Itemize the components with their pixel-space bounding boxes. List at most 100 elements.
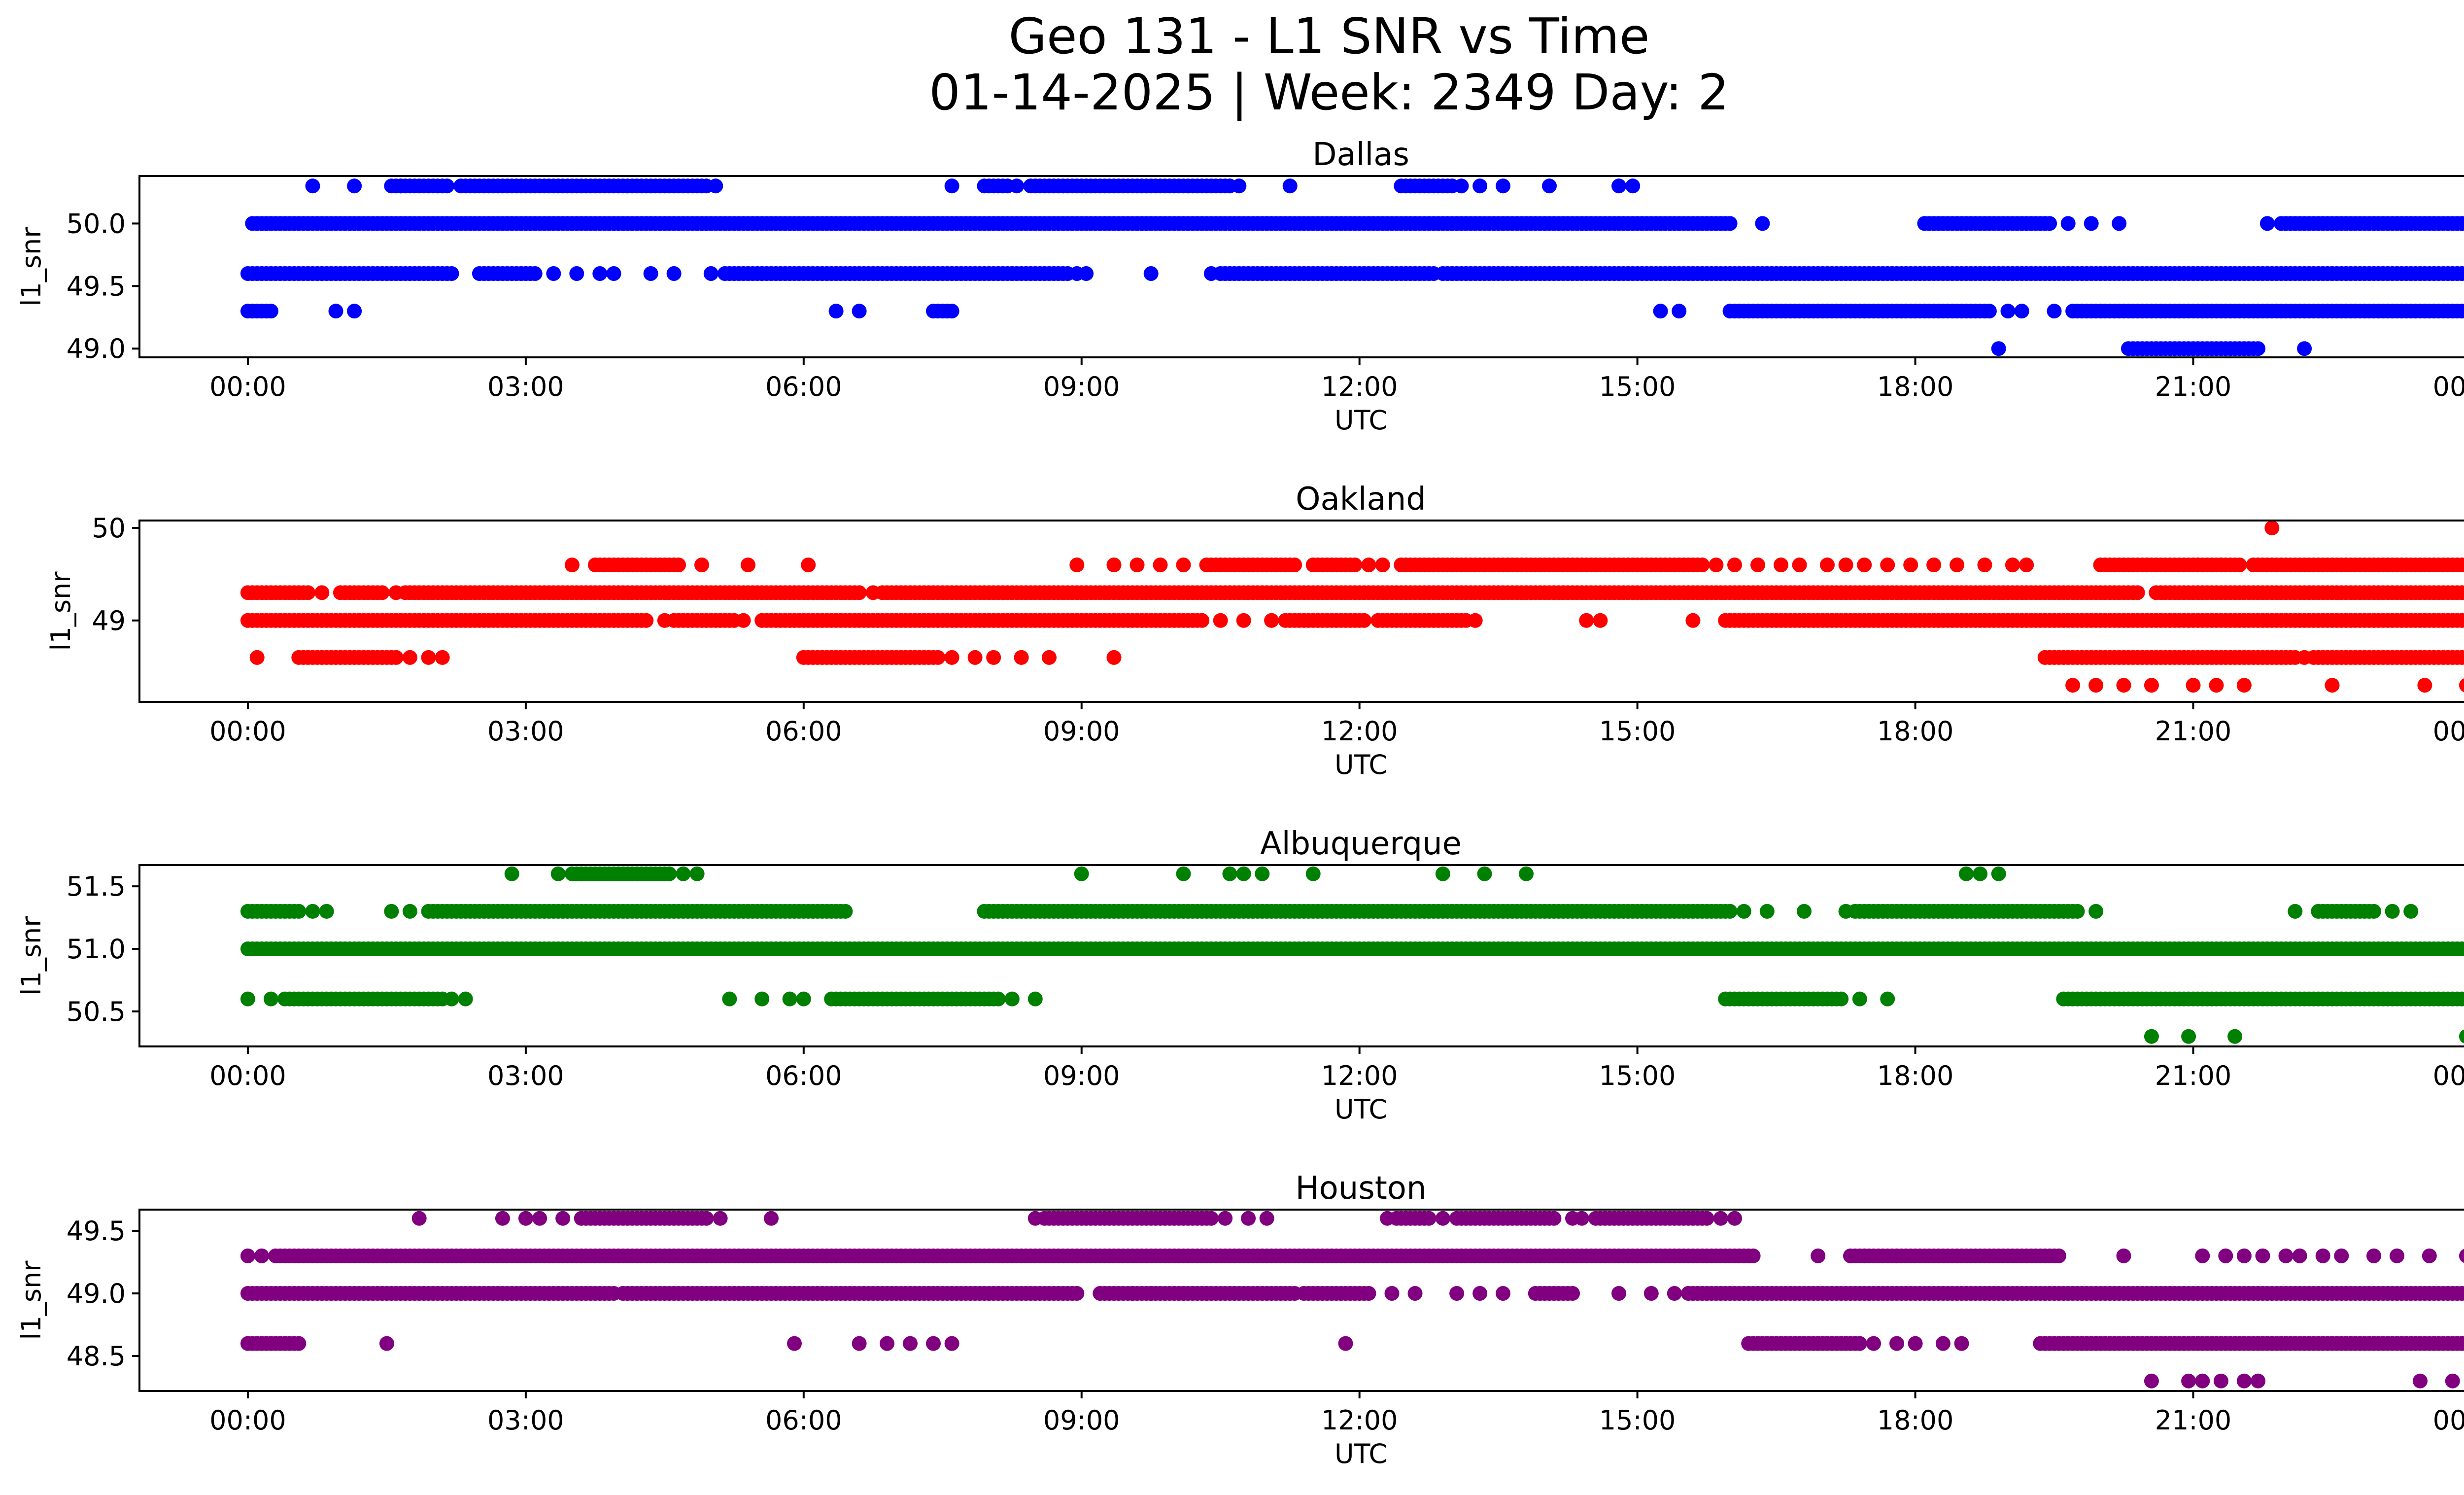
data-point <box>1546 1211 1562 1226</box>
plot-area-frame <box>138 864 2464 1047</box>
data-point <box>2116 1248 2131 1263</box>
x-axis-label: UTC <box>1335 1094 1387 1125</box>
x-tick-label: 06:00 <box>765 371 842 402</box>
data-point <box>1935 1336 1951 1351</box>
data-point <box>657 613 672 628</box>
data-point <box>1908 1336 1923 1351</box>
data-point <box>1264 613 1279 628</box>
data-point <box>1106 650 1122 665</box>
data-point <box>495 1211 510 1226</box>
data-point <box>1407 1286 1423 1301</box>
data-point <box>411 1211 427 1226</box>
data-point <box>564 557 580 573</box>
data-point <box>926 1336 941 1351</box>
data-point <box>1143 1286 1159 1301</box>
data-point <box>435 650 450 665</box>
data-point <box>1852 991 1867 1007</box>
data-point <box>402 904 417 919</box>
data-point <box>379 1336 394 1351</box>
data-point <box>550 866 566 881</box>
data-point <box>713 1211 728 1226</box>
data-point <box>1027 991 1043 1007</box>
data-point <box>2209 678 2224 693</box>
y-axis-label: l1_snr <box>16 227 47 307</box>
data-point <box>764 1211 779 1226</box>
data-point <box>1241 1211 1256 1226</box>
data-point <box>2264 521 2280 535</box>
data-point <box>1380 1211 1395 1226</box>
data-point <box>1727 1211 1742 1226</box>
data-point <box>1496 1286 1510 1301</box>
data-point <box>944 304 959 319</box>
data-point <box>1834 991 1849 1007</box>
data-point <box>903 1336 918 1351</box>
data-point <box>592 266 608 281</box>
data-point <box>1357 613 1372 628</box>
x-tick-label: 12:00 <box>1321 371 1398 402</box>
data-point <box>2181 1029 2196 1044</box>
x-tick-label: 00:00 <box>2433 371 2464 402</box>
data-point <box>1774 557 1788 573</box>
data-point <box>1542 178 1557 194</box>
data-point <box>2459 586 2464 600</box>
data-point <box>852 304 867 319</box>
data-point <box>754 991 770 1007</box>
chart-title: Geo 131 - L1 SNR vs Time <box>1009 7 1650 65</box>
data-point <box>2051 1248 2066 1263</box>
data-point <box>1421 1211 1437 1226</box>
data-point <box>1236 866 1251 881</box>
data-point <box>2403 904 2419 919</box>
x-tick-label: 21:00 <box>2155 716 2232 747</box>
data-point <box>782 991 797 1007</box>
data-point <box>2278 1248 2293 1263</box>
data-point <box>1991 341 2006 356</box>
data-point <box>852 1336 867 1351</box>
data-point <box>2181 1373 2196 1389</box>
data-point <box>1866 1336 1881 1351</box>
data-point <box>1259 1211 1274 1226</box>
data-point <box>1129 557 1145 573</box>
data-point <box>1973 866 1988 881</box>
subplot-title: Oakland <box>1296 481 1426 518</box>
x-tick-label: 03:00 <box>487 1060 564 1091</box>
data-point <box>2144 678 2159 693</box>
data-point <box>944 1336 959 1351</box>
data-point <box>1903 557 1918 573</box>
y-axis-label: l1_snr <box>16 916 47 996</box>
x-tick-label: 18:00 <box>1877 1405 1954 1436</box>
data-point <box>2292 1248 2307 1263</box>
x-tick-label: 00:00 <box>2433 716 2464 747</box>
data-point <box>532 1211 548 1226</box>
x-tick-label: 12:00 <box>1321 716 1398 747</box>
data-point <box>852 585 867 600</box>
data-point <box>2195 1248 2210 1263</box>
data-point <box>1069 1286 1085 1301</box>
data-point <box>2000 304 2016 319</box>
data-point <box>2297 650 2312 665</box>
data-point <box>1852 1336 1867 1351</box>
data-point <box>2213 557 2228 573</box>
data-point <box>1361 557 1376 573</box>
x-tick-label: 06:00 <box>765 1405 842 1436</box>
data-point <box>967 650 983 665</box>
data-point <box>2190 557 2205 573</box>
data-point <box>2413 1373 2428 1389</box>
data-point <box>1797 904 1812 919</box>
data-point <box>1213 613 1228 628</box>
y-axis-label: l1_snr <box>16 1260 47 1340</box>
data-point <box>504 866 519 881</box>
data-point <box>1880 991 1895 1007</box>
data-point <box>944 178 959 194</box>
data-point <box>1811 1248 1826 1263</box>
y-tick-label: 49.0 <box>67 333 126 364</box>
data-point <box>1991 866 2006 881</box>
data-point <box>1926 557 1942 573</box>
subplot-title: Albuquerque <box>1260 826 1462 862</box>
data-point <box>1611 178 1626 194</box>
x-tick-label: 00:00 <box>2433 1060 2464 1091</box>
data-point <box>1699 1211 1714 1226</box>
data-point <box>1222 866 1237 881</box>
